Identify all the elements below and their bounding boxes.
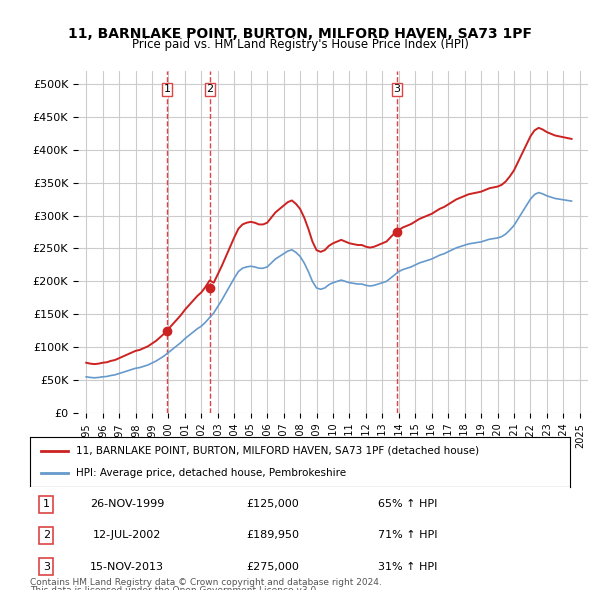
Text: 26-NOV-1999: 26-NOV-1999	[90, 499, 164, 509]
Text: 3: 3	[394, 84, 400, 94]
Text: 3: 3	[43, 562, 50, 572]
Text: £125,000: £125,000	[247, 499, 299, 509]
Text: 2: 2	[43, 530, 50, 540]
Text: 11, BARNLAKE POINT, BURTON, MILFORD HAVEN, SA73 1PF (detached house): 11, BARNLAKE POINT, BURTON, MILFORD HAVE…	[76, 445, 479, 455]
Text: 71% ↑ HPI: 71% ↑ HPI	[378, 530, 438, 540]
Text: £189,950: £189,950	[247, 530, 299, 540]
Text: Contains HM Land Registry data © Crown copyright and database right 2024.: Contains HM Land Registry data © Crown c…	[30, 578, 382, 587]
Text: 11, BARNLAKE POINT, BURTON, MILFORD HAVEN, SA73 1PF: 11, BARNLAKE POINT, BURTON, MILFORD HAVE…	[68, 27, 532, 41]
Text: 1: 1	[163, 84, 170, 94]
Text: 65% ↑ HPI: 65% ↑ HPI	[379, 499, 437, 509]
Text: 12-JUL-2002: 12-JUL-2002	[93, 530, 161, 540]
Text: This data is licensed under the Open Government Licence v3.0.: This data is licensed under the Open Gov…	[30, 586, 319, 590]
Text: 15-NOV-2013: 15-NOV-2013	[90, 562, 164, 572]
Text: £275,000: £275,000	[247, 562, 299, 572]
Text: 31% ↑ HPI: 31% ↑ HPI	[379, 562, 437, 572]
Text: 1: 1	[43, 499, 50, 509]
Text: 2: 2	[206, 84, 214, 94]
Text: HPI: Average price, detached house, Pembrokeshire: HPI: Average price, detached house, Pemb…	[76, 468, 346, 478]
Text: Price paid vs. HM Land Registry's House Price Index (HPI): Price paid vs. HM Land Registry's House …	[131, 38, 469, 51]
